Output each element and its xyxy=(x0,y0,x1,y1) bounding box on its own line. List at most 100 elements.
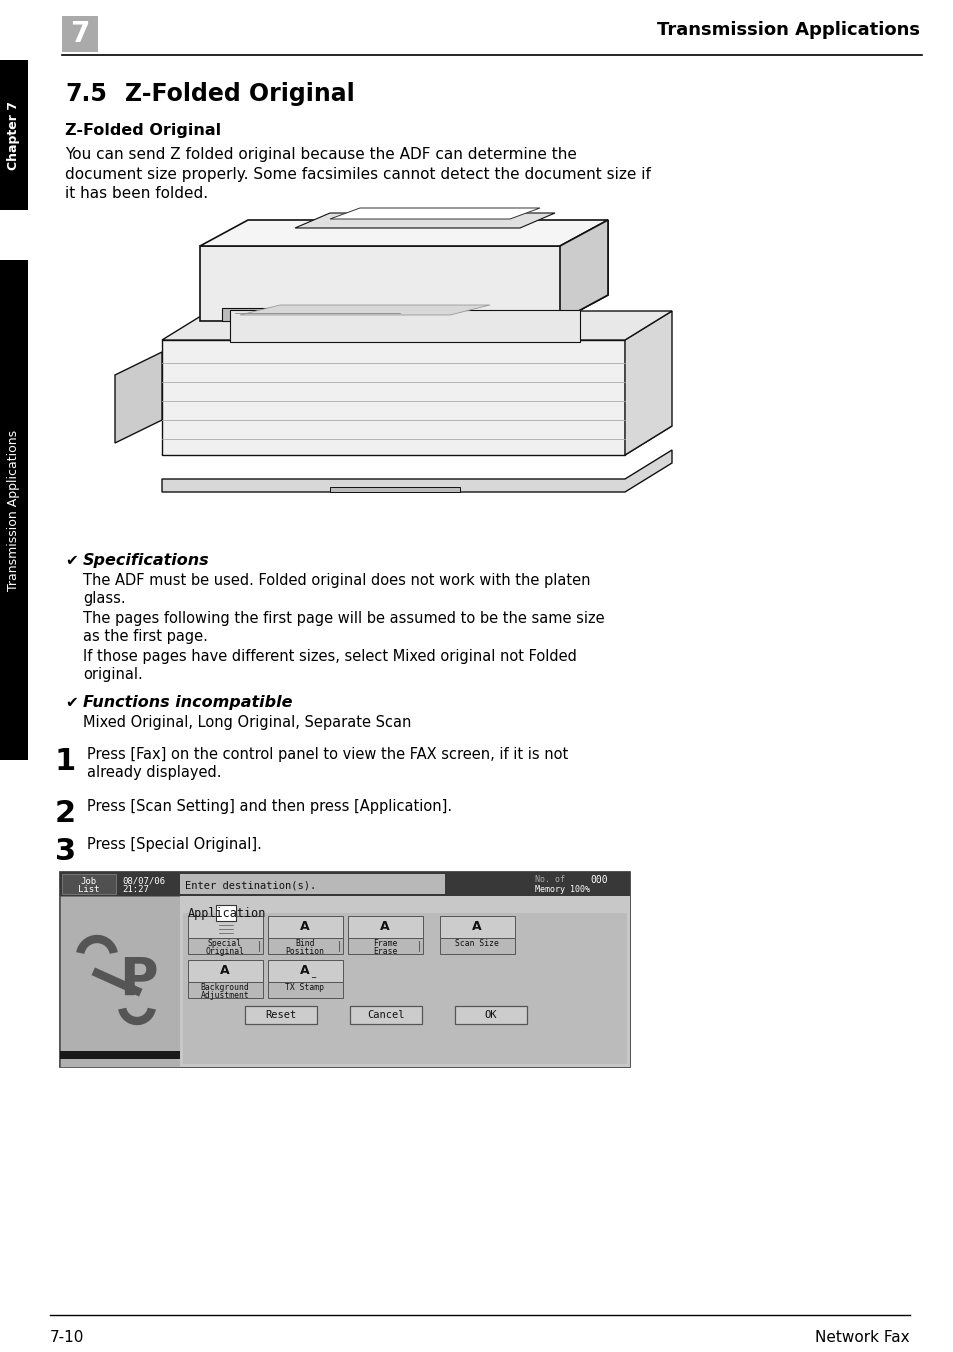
Bar xyxy=(350,1006,421,1023)
Bar xyxy=(348,938,422,955)
Bar xyxy=(60,872,629,1067)
Bar xyxy=(60,872,629,896)
Bar xyxy=(439,938,515,955)
Text: A: A xyxy=(472,919,481,933)
Text: Mixed Original, Long Original, Separate Scan: Mixed Original, Long Original, Separate … xyxy=(83,714,411,730)
Polygon shape xyxy=(162,426,671,456)
Polygon shape xyxy=(240,306,490,315)
Text: 21:27: 21:27 xyxy=(122,886,149,895)
Text: ✔: ✔ xyxy=(65,553,77,568)
Text: 1: 1 xyxy=(55,748,76,776)
Bar xyxy=(245,1006,316,1023)
Text: original.: original. xyxy=(83,668,143,683)
Bar xyxy=(183,913,626,1064)
Text: 08/07/06: 08/07/06 xyxy=(122,876,165,886)
Polygon shape xyxy=(624,311,671,456)
Text: Press [Scan Setting] and then press [Application].: Press [Scan Setting] and then press [App… xyxy=(87,799,452,814)
Text: List: List xyxy=(78,886,100,895)
Text: Reset: Reset xyxy=(265,1010,296,1019)
Text: Adjustment: Adjustment xyxy=(200,991,249,999)
Bar xyxy=(180,873,444,894)
Bar xyxy=(215,904,235,921)
Text: If those pages have different sizes, select Mixed original not Folded: If those pages have different sizes, sel… xyxy=(83,649,577,664)
Text: You can send Z folded original because the ADF can determine the: You can send Z folded original because t… xyxy=(65,147,577,162)
Text: A: A xyxy=(300,919,310,933)
Text: Z-Folded Original: Z-Folded Original xyxy=(125,82,355,105)
Bar xyxy=(348,917,422,938)
Bar xyxy=(268,982,343,998)
Polygon shape xyxy=(162,450,671,492)
Text: 7-10: 7-10 xyxy=(50,1329,84,1344)
Text: Scan Size: Scan Size xyxy=(455,938,498,948)
Bar xyxy=(180,896,629,1067)
Text: Press [Fax] on the control panel to view the FAX screen, if it is not: Press [Fax] on the control panel to view… xyxy=(87,746,568,761)
Text: Original: Original xyxy=(205,946,244,956)
Text: glass.: glass. xyxy=(83,592,126,607)
Text: No. of: No. of xyxy=(535,876,564,884)
Text: Transmission Applications: Transmission Applications xyxy=(8,430,20,591)
Text: P: P xyxy=(118,955,157,1007)
Text: Frame: Frame xyxy=(373,938,396,948)
Bar xyxy=(188,938,263,955)
Text: Position: Position xyxy=(285,946,324,956)
Text: Special: Special xyxy=(208,938,242,948)
Bar xyxy=(0,260,28,760)
Bar xyxy=(188,982,263,998)
Polygon shape xyxy=(330,208,539,219)
Bar xyxy=(188,960,263,982)
Bar xyxy=(268,917,343,938)
Text: Memory 100%: Memory 100% xyxy=(535,884,589,894)
Polygon shape xyxy=(200,220,607,320)
Text: Press [Special Original].: Press [Special Original]. xyxy=(87,837,262,852)
Text: 7.5: 7.5 xyxy=(65,82,107,105)
Polygon shape xyxy=(559,220,607,320)
Text: already displayed.: already displayed. xyxy=(87,765,221,780)
Bar xyxy=(268,938,343,955)
Text: 2: 2 xyxy=(55,799,76,829)
Polygon shape xyxy=(200,220,607,246)
Text: Chapter 7: Chapter 7 xyxy=(8,100,20,169)
Text: 000: 000 xyxy=(589,875,607,886)
Bar xyxy=(60,896,180,1067)
Polygon shape xyxy=(115,352,162,443)
Text: 3: 3 xyxy=(55,837,76,867)
Bar xyxy=(0,59,28,210)
Text: Cancel: Cancel xyxy=(367,1010,404,1019)
Text: Z-Folded Original: Z-Folded Original xyxy=(65,123,221,138)
Text: it has been folded.: it has been folded. xyxy=(65,185,208,200)
Polygon shape xyxy=(294,214,555,228)
Text: Erase: Erase xyxy=(373,946,396,956)
Text: The pages following the first page will be assumed to be the same size: The pages following the first page will … xyxy=(83,611,604,626)
Text: 7: 7 xyxy=(71,20,90,49)
Text: The ADF must be used. Folded original does not work with the platen: The ADF must be used. Folded original do… xyxy=(83,572,590,588)
Bar xyxy=(188,917,263,938)
Text: document size properly. Some facsimiles cannot detect the document size if: document size properly. Some facsimiles … xyxy=(65,166,650,181)
Bar xyxy=(60,1051,180,1059)
Text: Network Fax: Network Fax xyxy=(815,1329,909,1344)
Text: TX Stamp: TX Stamp xyxy=(285,983,324,991)
Text: Transmission Applications: Transmission Applications xyxy=(657,22,919,39)
Bar xyxy=(455,1006,526,1023)
Text: Bind: Bind xyxy=(294,938,314,948)
Text: Functions incompatible: Functions incompatible xyxy=(83,695,293,710)
Text: OK: OK xyxy=(484,1010,497,1019)
Text: ✔: ✔ xyxy=(65,695,77,710)
Polygon shape xyxy=(162,339,624,456)
FancyBboxPatch shape xyxy=(62,16,98,51)
Polygon shape xyxy=(330,487,459,492)
Bar xyxy=(62,873,116,894)
Text: as the first page.: as the first page. xyxy=(83,630,208,645)
Text: Background: Background xyxy=(200,983,249,991)
Text: A: A xyxy=(220,964,230,976)
Text: Application: Application xyxy=(188,906,266,919)
Bar xyxy=(268,960,343,982)
Text: Specifications: Specifications xyxy=(83,553,210,568)
Polygon shape xyxy=(162,311,671,339)
Text: A: A xyxy=(300,964,310,976)
Text: A: A xyxy=(380,919,390,933)
Text: Job: Job xyxy=(81,876,97,886)
Polygon shape xyxy=(222,308,415,320)
Bar xyxy=(439,917,515,938)
Polygon shape xyxy=(230,310,579,342)
Text: Enter destination(s).: Enter destination(s). xyxy=(185,880,315,890)
